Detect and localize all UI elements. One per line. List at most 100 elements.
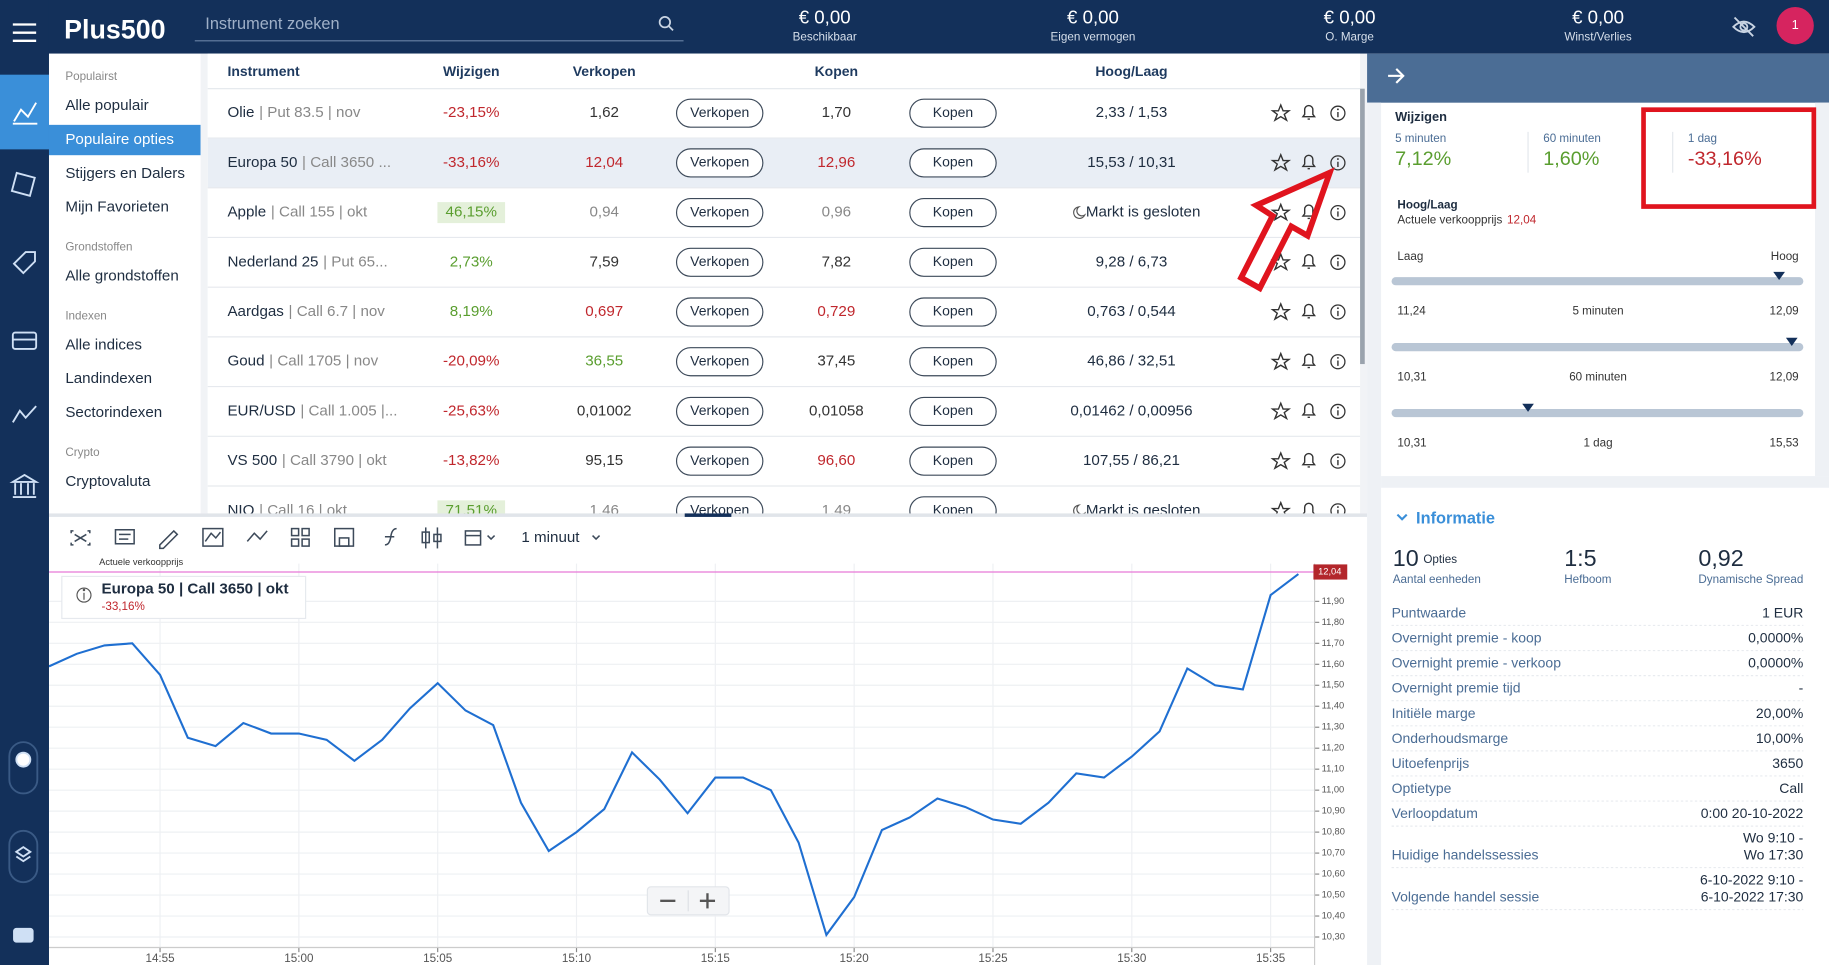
sell-button-label[interactable]: Verkopen [690,203,749,219]
alert-icon[interactable] [1301,303,1316,319]
info-label: Initiële marge [1392,705,1476,721]
info-icon[interactable] [1330,204,1346,221]
buy-button-label[interactable]: Kopen [933,402,973,418]
instrument-name[interactable]: NIO | Call 16 | okt [227,502,347,519]
sell-button[interactable] [675,247,764,277]
buy-button[interactable] [909,446,997,476]
chart-toolbar-icons[interactable] [70,527,601,550]
buy-button[interactable] [909,198,997,228]
favorite-icon[interactable] [1270,351,1292,371]
sell-button-label[interactable]: Verkopen [690,104,749,120]
buy-button[interactable] [909,247,997,277]
alert-icon[interactable] [1301,254,1316,269]
menu-item[interactable]: Alle indices [65,336,142,353]
buy-button[interactable] [909,148,997,178]
sell-button-label[interactable]: Verkopen [690,402,749,418]
buy-button-label[interactable]: Kopen [933,352,973,368]
sell-button[interactable] [675,496,764,525]
instrument-name[interactable]: Apple | Call 155 | okt [227,204,368,221]
search-input[interactable]: Instrument zoeken [205,15,339,33]
info-icon[interactable] [1330,403,1346,420]
buy-button-label[interactable]: Kopen [933,502,973,518]
alert-icon[interactable] [1301,452,1316,468]
favorite-icon[interactable] [1270,152,1292,172]
info-icon[interactable] [1330,503,1346,518]
instrument-name[interactable]: Aardgas | Call 6.7 | nov [227,303,385,320]
zoom-buttons[interactable] [660,890,716,912]
hide-balance-icon[interactable] [1732,16,1756,37]
sell-button-label[interactable]: Verkopen [690,452,749,468]
menu-icon[interactable] [12,23,37,43]
alert-icon[interactable] [1301,353,1316,369]
instrument-name[interactable]: Goud | Call 1705 | nov [227,353,378,370]
info-chevron[interactable] [1396,513,1408,521]
scrollbar[interactable] [1360,88,1365,365]
info-icon[interactable] [1330,453,1346,469]
instrument-name[interactable]: Nederland 25 | Put 65... [227,253,387,270]
collapse-arrow[interactable] [1388,68,1405,84]
buy-button[interactable] [909,347,997,377]
sell-button-label[interactable]: Verkopen [690,253,749,269]
info-icon-dot [1336,108,1339,111]
menu-item[interactable]: Alle populair [65,97,148,114]
menu-item[interactable]: Alle grondstoffen [65,268,178,285]
menu-item[interactable]: Sectorindexen [65,404,162,421]
menu-item[interactable]: Mijn Favorieten [65,199,169,216]
buy-button[interactable] [909,496,997,525]
sell-button-label[interactable]: Verkopen [690,303,749,319]
instrument-name[interactable]: Europa 50 | Call 3650 ... [227,154,391,171]
menu-item[interactable]: Landindexen [65,370,152,387]
instrument-name[interactable]: VS 500 | Call 3790 | okt [227,452,387,469]
sell-button[interactable] [675,347,764,377]
favorite-icon[interactable] [1270,401,1292,421]
sell-button[interactable] [675,98,764,128]
info-icon[interactable] [1330,304,1346,320]
buy-button[interactable] [909,396,997,427]
interval-selector[interactable]: 1 minuut [521,529,580,546]
instrument-name[interactable]: Olie | Put 83.5 | nov [227,104,360,121]
resize-handle[interactable] [684,513,732,517]
menu-item[interactable]: Populaire opties [65,131,174,148]
buy-button-label[interactable]: Kopen [933,303,973,319]
alert-icon[interactable] [1301,403,1316,418]
notification-badge[interactable] [1776,7,1814,45]
buy-button[interactable] [909,297,997,327]
info-icon[interactable] [1330,354,1346,370]
section-title[interactable]: Informatie [1416,510,1495,528]
favorite-icon[interactable] [1270,301,1292,321]
sell-button[interactable] [675,396,764,427]
info-icon[interactable] [1330,105,1346,121]
favorite-icon[interactable] [1270,202,1292,222]
buy-button-label[interactable]: Kopen [933,104,973,120]
menu-item[interactable]: Stijgers en Dalers [65,165,185,182]
info-icon[interactable] [1330,155,1346,171]
alert-icon[interactable] [1301,104,1316,120]
info-label: Optietype [1392,780,1452,796]
sell-button-label[interactable]: Verkopen [690,352,749,368]
detail: | Call 1.005 |... [300,402,397,419]
search-icon[interactable] [658,16,674,31]
buy-button-label[interactable]: Kopen [933,253,973,269]
legend-info-icon[interactable] [76,587,92,603]
alert-icon[interactable] [1301,204,1316,220]
sell-button[interactable] [675,198,764,228]
favorite-icon[interactable] [1270,451,1292,470]
x-tick-label: 15:00 [284,952,314,965]
sell-button-label[interactable]: Verkopen [690,154,749,170]
buy-button-label[interactable]: Kopen [933,203,973,219]
sell-button[interactable] [675,297,764,327]
alert-icon[interactable] [1301,154,1316,170]
notification-count[interactable]: 1 [1792,17,1799,32]
buy-button-label[interactable]: Kopen [933,154,973,170]
favorite-icon[interactable] [1270,103,1292,122]
sell-button[interactable] [675,446,764,476]
nav-icons[interactable] [8,102,40,943]
menu-item[interactable]: Cryptovaluta [65,473,151,490]
buy-button-label[interactable]: Kopen [933,452,973,468]
alert-icon[interactable] [1301,502,1316,516]
info-icon[interactable] [1330,254,1346,270]
buy-button[interactable] [909,98,997,128]
sell-button-label[interactable]: Verkopen [690,502,749,518]
instrument-name[interactable]: EUR/USD | Call 1.005 |... [227,402,397,419]
sell-button[interactable] [675,148,764,178]
